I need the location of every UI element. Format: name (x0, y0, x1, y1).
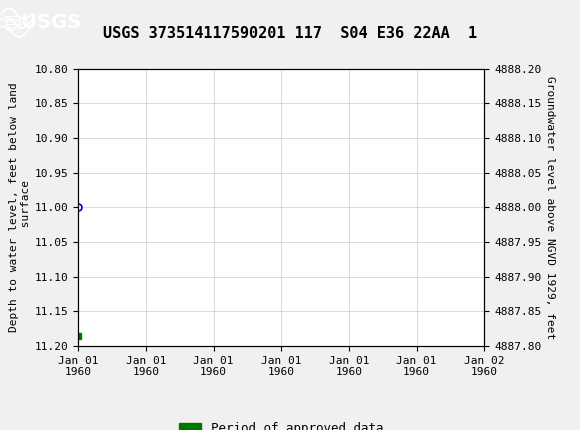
Legend: Period of approved data: Period of approved data (174, 417, 389, 430)
Text: ▤USGS: ▤USGS (3, 13, 81, 32)
Text: USGS 373514117590201 117  S04 E36 22AA  1: USGS 373514117590201 117 S04 E36 22AA 1 (103, 26, 477, 41)
Y-axis label: Depth to water level, feet below land
 surface: Depth to water level, feet below land su… (9, 83, 31, 332)
Y-axis label: Groundwater level above NGVD 1929, feet: Groundwater level above NGVD 1929, feet (545, 76, 556, 339)
